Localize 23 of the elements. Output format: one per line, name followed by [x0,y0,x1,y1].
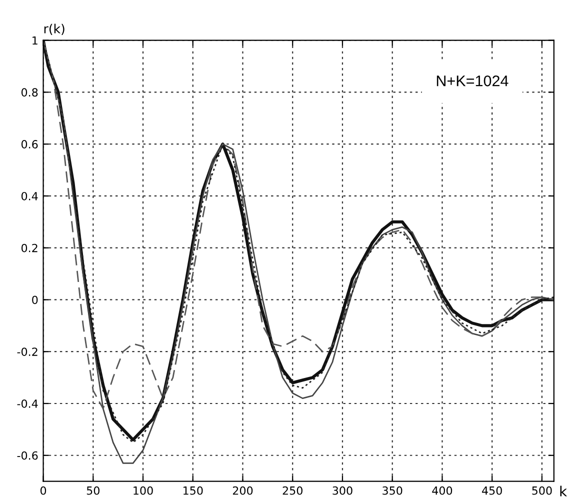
y-tick-label: 0.4 [21,192,38,200]
x-tick-label: 0 [40,486,46,495]
x-tick-label: 150 [183,486,203,495]
x-tick-label: 500 [532,486,552,495]
y-tick-label: -0.2 [17,348,38,356]
x-axis-title: k [560,486,568,496]
y-tick-label: 0.2 [21,244,38,252]
y-tick-label: 1 [32,36,38,45]
x-tick-label: 350 [382,486,402,495]
x-tick-label: 300 [332,486,352,495]
y-tick-label: -0.4 [17,399,38,408]
y-axis-title: r(k) [44,24,64,35]
y-tick-label: -0.6 [17,451,38,460]
y-tick-label: 0 [32,296,38,304]
x-tick-label: 400 [432,486,452,495]
x-tick-label: 50 [86,486,100,495]
annotation: N+K=1024 [436,76,508,86]
x-tick-label: 450 [482,486,502,495]
x-tick-label: 100 [134,486,153,495]
x-tick-label: 250 [282,486,302,495]
y-tick-label: 0.8 [21,88,38,97]
y-tick-label: 0.6 [21,140,38,148]
x-tick-label: 200 [232,486,253,495]
